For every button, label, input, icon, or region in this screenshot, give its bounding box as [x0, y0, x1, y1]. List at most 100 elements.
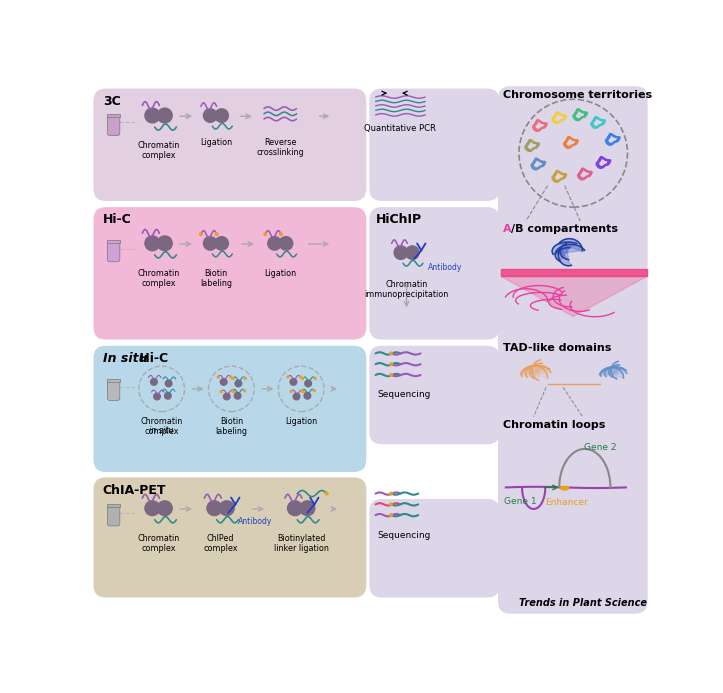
- Circle shape: [389, 502, 393, 507]
- Text: Hi-C: Hi-C: [134, 352, 168, 365]
- Circle shape: [229, 375, 232, 378]
- Text: Chromatin
complex: Chromatin complex: [137, 141, 180, 160]
- Polygon shape: [526, 366, 546, 377]
- FancyBboxPatch shape: [369, 207, 500, 340]
- Circle shape: [293, 392, 301, 401]
- Text: Chromatin
complex: Chromatin complex: [137, 534, 180, 553]
- FancyBboxPatch shape: [108, 506, 120, 526]
- Polygon shape: [521, 365, 551, 374]
- Bar: [108, 240, 120, 243]
- Circle shape: [217, 375, 220, 378]
- Text: HiChIP: HiChIP: [375, 213, 422, 227]
- Polygon shape: [560, 244, 568, 260]
- FancyBboxPatch shape: [93, 477, 367, 597]
- Polygon shape: [601, 367, 626, 376]
- Circle shape: [220, 378, 228, 386]
- Circle shape: [287, 500, 303, 516]
- Circle shape: [157, 107, 173, 123]
- Circle shape: [244, 377, 247, 380]
- Polygon shape: [555, 245, 585, 254]
- Text: Chromatin
complex: Chromatin complex: [137, 269, 180, 288]
- Circle shape: [301, 377, 304, 380]
- Bar: [108, 379, 120, 382]
- Polygon shape: [604, 367, 623, 376]
- Circle shape: [300, 389, 304, 392]
- Circle shape: [153, 392, 161, 401]
- Circle shape: [267, 236, 282, 251]
- Circle shape: [150, 378, 158, 386]
- Circle shape: [144, 107, 161, 123]
- Polygon shape: [609, 365, 620, 377]
- FancyBboxPatch shape: [369, 89, 500, 201]
- Circle shape: [234, 392, 241, 400]
- Text: Chromatin
complex: Chromatin complex: [140, 416, 183, 436]
- FancyBboxPatch shape: [369, 499, 500, 597]
- Polygon shape: [602, 367, 623, 378]
- Circle shape: [289, 378, 297, 386]
- Circle shape: [220, 390, 223, 393]
- Circle shape: [232, 390, 236, 393]
- Circle shape: [389, 362, 393, 366]
- Circle shape: [214, 236, 229, 251]
- Polygon shape: [521, 366, 549, 376]
- Text: Antibody: Antibody: [427, 263, 462, 272]
- Text: Biotinylated
linker ligation: Biotinylated linker ligation: [274, 534, 329, 553]
- Circle shape: [218, 500, 235, 516]
- Circle shape: [157, 235, 173, 252]
- Text: In situ: In situ: [103, 352, 147, 365]
- FancyBboxPatch shape: [93, 207, 367, 340]
- Text: Quantitative PCR: Quantitative PCR: [364, 124, 436, 133]
- Text: Gene 1: Gene 1: [504, 497, 536, 506]
- Circle shape: [234, 380, 242, 387]
- Text: Ligation: Ligation: [285, 416, 317, 426]
- Circle shape: [165, 380, 173, 387]
- FancyBboxPatch shape: [93, 346, 367, 472]
- Text: Sequencing: Sequencing: [377, 389, 431, 398]
- Circle shape: [199, 232, 203, 236]
- FancyBboxPatch shape: [369, 346, 500, 444]
- FancyBboxPatch shape: [108, 116, 120, 136]
- Bar: [108, 505, 120, 507]
- Text: 3C: 3C: [103, 95, 121, 107]
- Polygon shape: [599, 367, 627, 375]
- Circle shape: [393, 245, 408, 260]
- Text: /B compartments: /B compartments: [511, 224, 618, 234]
- Circle shape: [202, 108, 218, 123]
- Circle shape: [263, 232, 268, 236]
- Text: ChIA-PET: ChIA-PET: [103, 484, 166, 498]
- Circle shape: [312, 389, 316, 392]
- Circle shape: [243, 389, 247, 392]
- Circle shape: [289, 390, 293, 393]
- Circle shape: [202, 236, 218, 251]
- Circle shape: [301, 390, 305, 393]
- Circle shape: [278, 236, 294, 251]
- Circle shape: [389, 513, 393, 517]
- Circle shape: [405, 245, 420, 260]
- Circle shape: [206, 500, 223, 516]
- Text: Enhancer: Enhancer: [545, 498, 588, 507]
- Text: Hi-C: Hi-C: [103, 213, 132, 227]
- Circle shape: [286, 375, 290, 378]
- Circle shape: [299, 375, 302, 378]
- Text: Biotin
labeling: Biotin labeling: [200, 269, 232, 288]
- Circle shape: [231, 389, 234, 392]
- Polygon shape: [501, 277, 647, 317]
- Circle shape: [223, 392, 231, 401]
- Circle shape: [231, 377, 235, 380]
- Polygon shape: [558, 249, 571, 265]
- Circle shape: [279, 232, 283, 236]
- FancyBboxPatch shape: [498, 86, 648, 614]
- Text: ChIPed
complex: ChIPed complex: [203, 534, 238, 553]
- Text: Reverse
crosslinking: Reverse crosslinking: [257, 138, 304, 157]
- Polygon shape: [530, 363, 542, 378]
- Circle shape: [389, 491, 393, 495]
- Circle shape: [144, 500, 161, 516]
- FancyBboxPatch shape: [108, 380, 120, 401]
- Ellipse shape: [560, 486, 570, 491]
- Polygon shape: [559, 238, 583, 251]
- Circle shape: [313, 377, 317, 380]
- Polygon shape: [523, 366, 547, 378]
- Text: Biotin
labeling: Biotin labeling: [215, 416, 247, 436]
- Circle shape: [299, 500, 315, 516]
- Circle shape: [215, 232, 218, 236]
